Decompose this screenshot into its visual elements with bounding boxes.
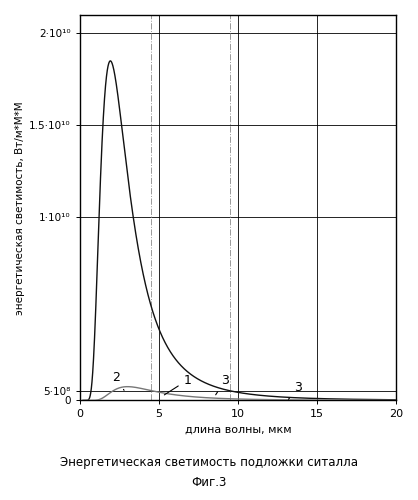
Text: 3: 3: [216, 374, 229, 395]
Text: 2: 2: [112, 372, 124, 390]
Y-axis label: энергетическая светимость, Вт/м*М*М: энергетическая светимость, Вт/м*М*М: [15, 101, 25, 314]
X-axis label: длина волны, мкм: длина волны, мкм: [185, 425, 291, 435]
Text: 3: 3: [288, 381, 302, 400]
Text: Фиг.3: Фиг.3: [191, 476, 227, 489]
Text: Энергетическая светимость подложки ситалла: Энергетическая светимость подложки ситал…: [60, 456, 358, 469]
Text: 1: 1: [164, 374, 191, 395]
